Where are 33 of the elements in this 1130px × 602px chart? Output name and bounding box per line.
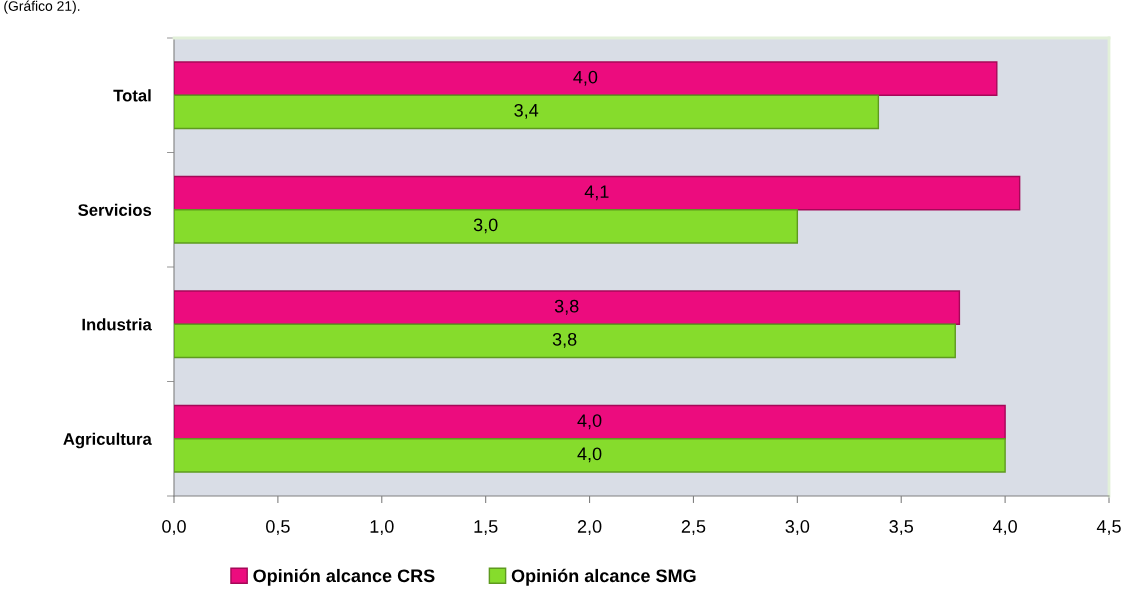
data-label: 3,4 xyxy=(514,103,539,119)
legend-label: Opinión alcance CRS xyxy=(253,568,435,586)
bar xyxy=(174,438,1006,473)
data-label: 4,0 xyxy=(577,447,602,463)
data-label: 4,0 xyxy=(577,414,602,430)
x-tick-label: 1,5 xyxy=(474,520,498,536)
text: (Gráfico 21). xyxy=(4,0,80,14)
y-tick-label: Total xyxy=(113,89,151,102)
x-tick-label: 2,5 xyxy=(681,520,706,536)
bar xyxy=(174,175,1021,211)
bar xyxy=(174,61,998,96)
data-label: 4,0 xyxy=(573,70,598,86)
bar xyxy=(174,404,1006,440)
bar xyxy=(174,94,880,130)
x-tick-label: 4,5 xyxy=(1096,520,1121,536)
x-tick-label: 3,0 xyxy=(785,520,810,536)
data-label: 3,0 xyxy=(473,218,498,234)
x-tick-label: 0,0 xyxy=(162,520,186,536)
y-tick-label: Servicios xyxy=(78,203,152,216)
data-label: 4,1 xyxy=(584,185,609,201)
bar xyxy=(174,290,961,325)
x-tick-label: 0,5 xyxy=(266,520,290,536)
x-tick-label: 3,5 xyxy=(889,520,914,536)
legend-label: Opinión alcance SMG xyxy=(511,568,696,586)
data-label: 3,8 xyxy=(552,332,577,348)
y-tick-label: Industria xyxy=(82,318,152,331)
bar xyxy=(174,209,799,244)
x-tick-label: 1,0 xyxy=(370,520,394,536)
bar xyxy=(174,323,956,359)
x-tick-label: 4,0 xyxy=(992,520,1017,536)
data-label: 3,8 xyxy=(554,299,579,315)
x-tick-label: 2,0 xyxy=(577,520,602,536)
y-tick-label: Agricultura xyxy=(63,432,152,449)
